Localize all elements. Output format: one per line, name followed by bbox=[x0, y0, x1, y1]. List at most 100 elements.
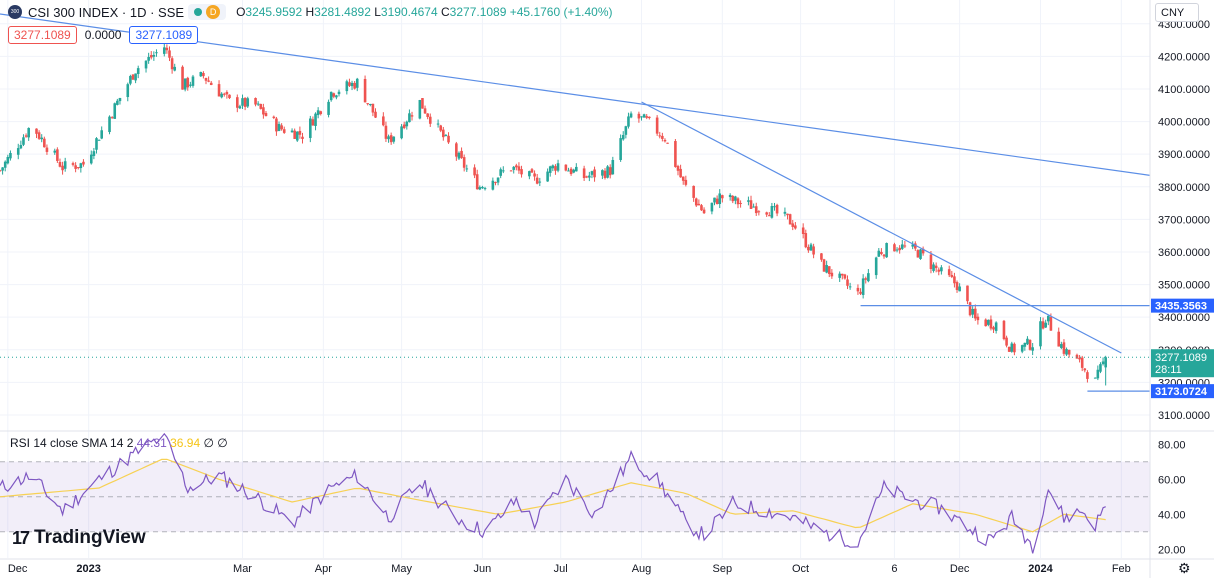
candle-body bbox=[788, 214, 792, 225]
candle-body bbox=[460, 150, 463, 158]
rsi-axis[interactable]: 80.00 60.00 40.00 20.00 bbox=[1158, 439, 1186, 556]
candle-body bbox=[428, 116, 432, 124]
candle-body bbox=[721, 195, 724, 199]
candle-body bbox=[58, 161, 62, 167]
price-tick-label: 3500.0000 bbox=[1158, 280, 1210, 292]
settings-gear-icon[interactable]: ⚙ bbox=[1178, 560, 1191, 576]
candle-body bbox=[95, 138, 98, 150]
price-axis[interactable]: 4300.00004200.00004100.00004000.00003900… bbox=[1158, 19, 1210, 422]
rsi-extra-2: ∅ bbox=[217, 436, 228, 450]
symbol-logo-icon[interactable]: 300 bbox=[8, 5, 22, 19]
candle-body bbox=[637, 113, 641, 119]
candle-body bbox=[22, 137, 25, 145]
candle-body bbox=[259, 104, 263, 109]
candle-body bbox=[528, 171, 531, 177]
candle-body bbox=[309, 118, 312, 138]
candle-body bbox=[389, 135, 393, 143]
candle-body bbox=[840, 273, 844, 276]
candle-body bbox=[830, 272, 834, 277]
candle-body bbox=[110, 117, 114, 119]
candle-body bbox=[843, 274, 847, 279]
candle-body bbox=[825, 265, 828, 273]
rsi-value: 44.31 bbox=[136, 436, 167, 450]
candle-body bbox=[181, 66, 184, 90]
candle-body bbox=[350, 82, 354, 87]
candle-body bbox=[241, 98, 244, 106]
candle-body bbox=[1101, 361, 1105, 365]
candle-body bbox=[442, 129, 445, 138]
candle-body bbox=[893, 244, 896, 252]
candle-body bbox=[314, 113, 317, 126]
candle-body bbox=[204, 77, 208, 81]
candle-body bbox=[794, 225, 797, 229]
candle-body bbox=[27, 128, 30, 138]
currency-selector[interactable]: CNY bbox=[1155, 3, 1199, 22]
rsi-tick-label: 60.00 bbox=[1158, 474, 1186, 486]
candle-body bbox=[1039, 321, 1042, 347]
close-value: 3277.1089 bbox=[449, 5, 507, 19]
candle-body bbox=[170, 58, 174, 70]
candle-body bbox=[1044, 322, 1047, 328]
candle-body bbox=[173, 66, 177, 71]
bid-price[interactable]: 3277.1089 bbox=[8, 26, 77, 44]
candle-body bbox=[40, 137, 44, 140]
symbol-title[interactable]: CSI 300 INDEX · 1D · SSE bbox=[28, 4, 185, 20]
price-tick-label: 3100.0000 bbox=[1158, 410, 1210, 422]
high-label: H bbox=[305, 5, 315, 19]
candle-body bbox=[955, 282, 959, 290]
candle-body bbox=[627, 116, 630, 127]
rsi-extra-1: ∅ bbox=[203, 436, 214, 450]
low-value: 3190.4674 bbox=[380, 5, 438, 19]
time-axis[interactable]: Dec 2023 Mar Apr May Jun Jul Aug Sep Oct 6 Dec 2024 F… bbox=[8, 563, 1131, 575]
candle-body bbox=[16, 148, 20, 155]
candle-body bbox=[92, 151, 96, 156]
trendline[interactable] bbox=[641, 101, 1122, 354]
market-status[interactable]: D bbox=[188, 4, 227, 20]
chart-header: 300 CSI 300 INDEX · 1D · SSE D O3245.959… bbox=[8, 3, 613, 21]
candle-body bbox=[1093, 377, 1097, 379]
horizontal-levels[interactable] bbox=[860, 305, 1150, 392]
candle-body bbox=[807, 246, 810, 251]
candle-body bbox=[298, 130, 302, 135]
spread-value: 0.0000 bbox=[84, 28, 122, 42]
candle-body bbox=[880, 251, 883, 255]
candle-body bbox=[533, 173, 536, 177]
candle-body bbox=[290, 130, 294, 133]
candle-body bbox=[867, 273, 870, 282]
last-price-badge bbox=[1151, 349, 1214, 378]
candle-body bbox=[987, 319, 990, 325]
rsi-sma-line bbox=[0, 458, 1106, 533]
candle-body bbox=[642, 114, 646, 118]
candle-body bbox=[116, 100, 119, 105]
candle-body bbox=[846, 279, 849, 286]
data-source-badge: D bbox=[206, 5, 221, 19]
rsi-line bbox=[0, 432, 1106, 554]
candle-body bbox=[1062, 342, 1066, 354]
candle-body bbox=[82, 161, 85, 165]
candle-body bbox=[1099, 364, 1102, 372]
candle-body bbox=[681, 176, 685, 181]
candle-body bbox=[238, 106, 242, 109]
candle-body bbox=[134, 73, 137, 81]
rsi-header[interactable]: RSI 14 close SMA 14 2 44.31 36.94 ∅ ∅ bbox=[10, 436, 228, 450]
candle-body bbox=[277, 123, 281, 131]
candle-body bbox=[410, 115, 414, 117]
candle-body bbox=[262, 107, 265, 115]
candle-body bbox=[827, 266, 831, 274]
time-tick-label: Jul bbox=[554, 563, 568, 575]
candle-body bbox=[43, 138, 46, 148]
candle-body bbox=[37, 132, 41, 139]
ask-price[interactable]: 3277.1089 bbox=[129, 26, 199, 44]
candle-body bbox=[624, 126, 628, 135]
candle-body bbox=[882, 254, 886, 257]
candle-body bbox=[992, 327, 995, 330]
ohlc-values: O3245.9592 H3281.4892 L3190.4674 C3277.1… bbox=[236, 5, 612, 19]
candle-body bbox=[481, 186, 484, 189]
candle-body bbox=[19, 144, 23, 149]
candle-body bbox=[895, 249, 899, 251]
candle-body bbox=[264, 113, 268, 117]
candle-body bbox=[809, 244, 813, 251]
tradingview-logo[interactable]: 17 TradingView bbox=[12, 527, 146, 549]
price-tick-label: 4100.0000 bbox=[1158, 84, 1210, 96]
